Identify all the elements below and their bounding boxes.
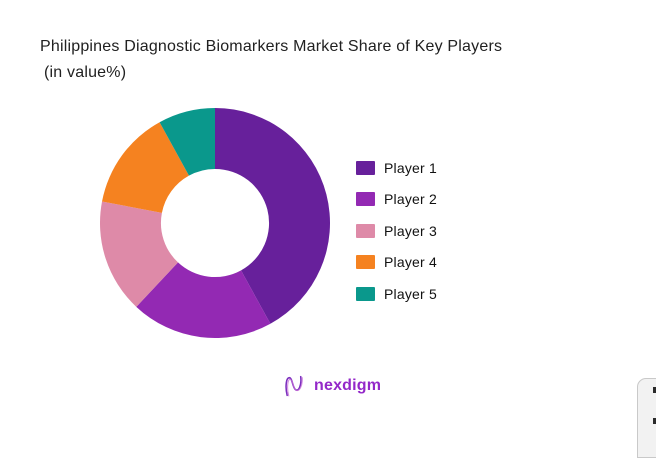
- chart-title-line2: (in value%): [44, 64, 127, 81]
- donut-slice-player-2: [136, 262, 271, 338]
- legend-item-player-1: Player 1: [356, 159, 437, 176]
- nexdigm-logo-icon: [285, 375, 303, 397]
- legend-label: Player 2: [384, 191, 437, 207]
- legend-swatch-player-2: [356, 192, 375, 206]
- legend-swatch-player-5: [356, 286, 375, 301]
- chart-title: Philippines Diagnostic Biomarkers Market…: [40, 34, 630, 86]
- legend-label: Player 5: [384, 285, 437, 302]
- legend-label: Player 3: [384, 222, 437, 239]
- donut-chart: [100, 108, 330, 338]
- legend-swatch-player-4: [356, 255, 375, 269]
- legend-swatch-player-1: [356, 160, 375, 175]
- legend: Player 1 Player 2 Player 3 Player 4 Play…: [356, 160, 437, 318]
- legend-item-player-2: Player 2: [356, 191, 437, 207]
- donut-slice-player-4: [102, 122, 189, 213]
- clipped-glyph: [653, 418, 656, 424]
- chart-title-line1: Philippines Diagnostic Biomarkers Market…: [40, 38, 503, 55]
- legend-item-player-3: Player 3: [356, 222, 437, 239]
- brand-logo: nexdigm: [283, 373, 381, 399]
- donut-slice-player-5: [159, 108, 215, 176]
- clipped-glyph: [653, 387, 656, 393]
- donut-slice-player-3: [100, 201, 179, 307]
- donut-slice-player-1: [215, 108, 330, 324]
- legend-swatch-player-3: [356, 223, 375, 238]
- donut-chart-svg: [100, 108, 330, 338]
- legend-item-player-4: Player 4: [356, 254, 437, 270]
- legend-label: Player 1: [384, 159, 437, 176]
- brand-logo-text: nexdigm: [314, 377, 382, 394]
- legend-item-player-5: Player 5: [356, 285, 437, 302]
- legend-label: Player 4: [384, 254, 437, 270]
